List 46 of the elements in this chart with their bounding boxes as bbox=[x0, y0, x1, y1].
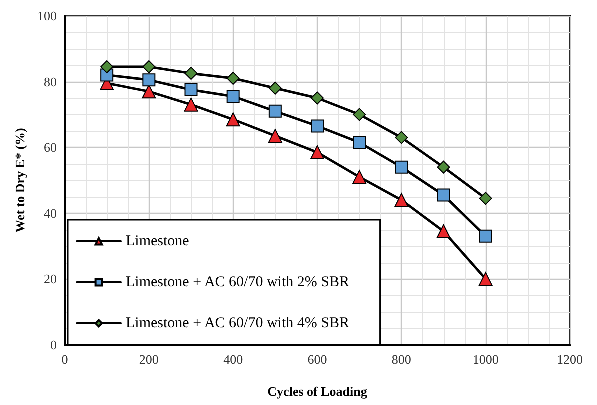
y-tick-label: 80 bbox=[44, 74, 57, 90]
y-tick-label: 20 bbox=[44, 272, 57, 287]
point bbox=[268, 129, 282, 144]
y-tick-label: 100 bbox=[38, 8, 57, 24]
point bbox=[478, 272, 493, 286]
point bbox=[311, 120, 324, 133]
x-tick-label: 400 bbox=[224, 352, 244, 367]
x-tick-label: 0 bbox=[62, 352, 68, 367]
point bbox=[353, 136, 366, 150]
point bbox=[394, 193, 409, 208]
legend-label: Limestone bbox=[126, 234, 190, 250]
point bbox=[437, 160, 450, 174]
point bbox=[184, 84, 198, 97]
point bbox=[142, 60, 156, 74]
point bbox=[437, 188, 450, 202]
x-tick-label: 200 bbox=[139, 352, 159, 367]
y-tick-label: 60 bbox=[44, 140, 57, 156]
point bbox=[352, 170, 367, 184]
point bbox=[226, 112, 240, 127]
point bbox=[436, 224, 451, 238]
point bbox=[479, 192, 492, 206]
point bbox=[353, 108, 366, 122]
point bbox=[142, 84, 156, 99]
point bbox=[311, 92, 324, 105]
x-axis-title: Cycles of Loading bbox=[268, 384, 368, 399]
y-tick-label: 0 bbox=[50, 338, 57, 352]
point bbox=[100, 60, 114, 74]
legend-label: Limestone + AC 60/70 with 2% SBR bbox=[126, 274, 350, 290]
legend-label: Limestone + AC 60/70 with 4% SBR bbox=[126, 316, 350, 332]
x-tick-label: 1000 bbox=[472, 352, 499, 367]
point bbox=[226, 90, 240, 104]
point bbox=[184, 67, 198, 80]
x-tick-label: 600 bbox=[308, 352, 328, 367]
point bbox=[268, 104, 282, 118]
point bbox=[479, 230, 492, 243]
point bbox=[226, 72, 240, 86]
point bbox=[184, 98, 198, 112]
point bbox=[395, 131, 408, 144]
y-axis-title: Wet to Dry E* (%) bbox=[12, 128, 28, 233]
x-tick-label: 1200 bbox=[557, 352, 583, 367]
point bbox=[142, 74, 156, 87]
x-tick-label: 800 bbox=[392, 352, 412, 367]
y-tick-label: 40 bbox=[44, 206, 57, 221]
point bbox=[268, 82, 282, 95]
point bbox=[395, 160, 408, 174]
point bbox=[310, 146, 324, 160]
